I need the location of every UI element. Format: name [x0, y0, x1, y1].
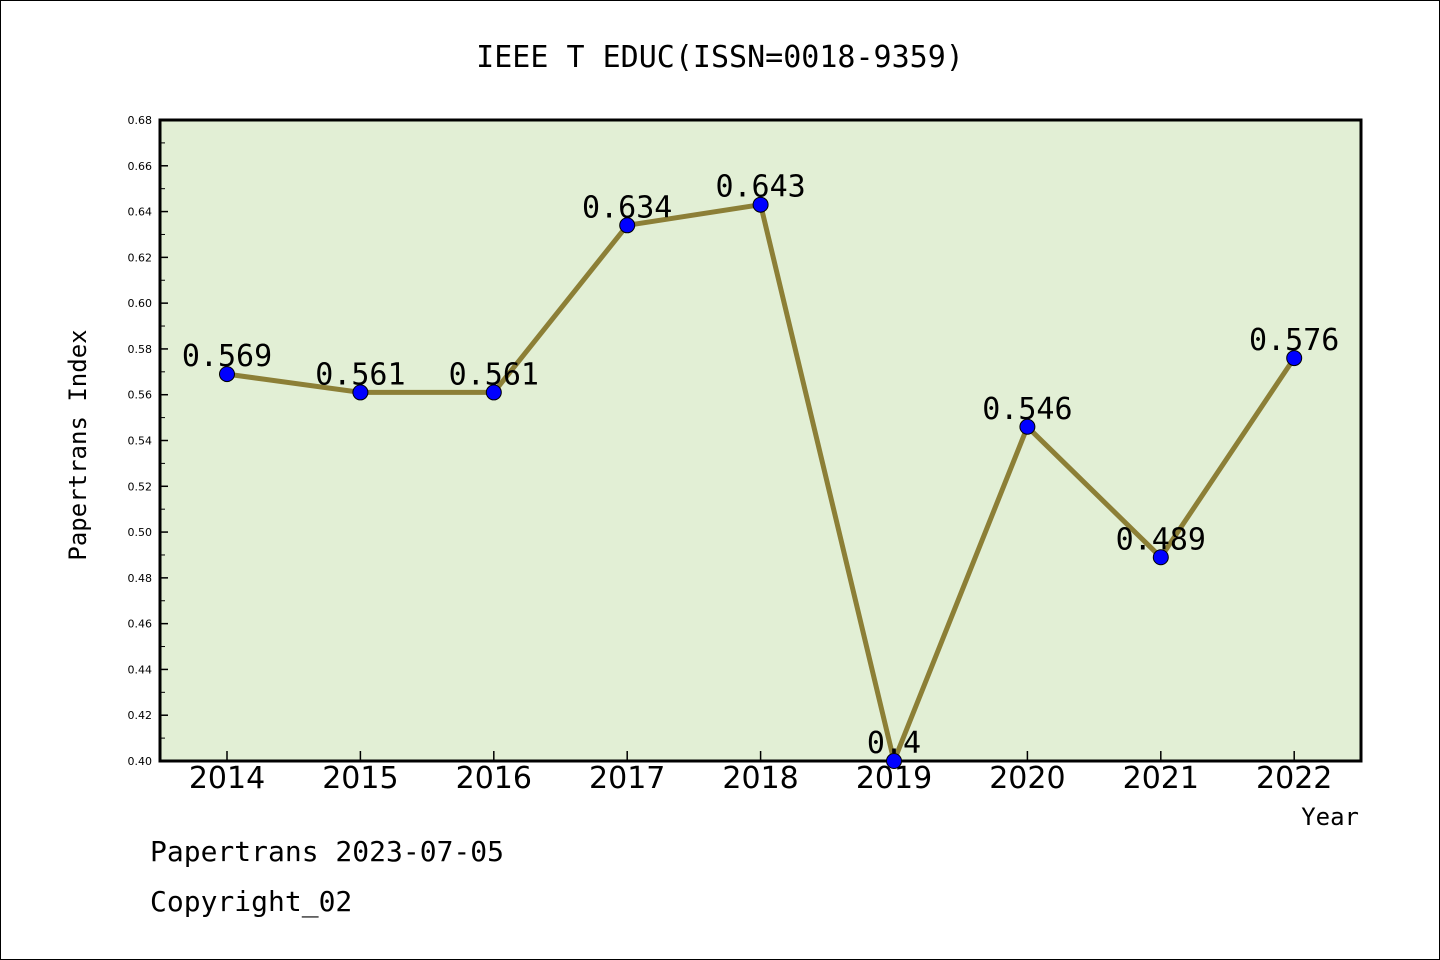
- data-label: 0.561: [449, 357, 539, 392]
- y-tick-label: 0.52: [128, 480, 153, 493]
- y-axis-label: Papertrans Index: [64, 329, 92, 560]
- data-point: [352, 384, 369, 401]
- data-markers: [219, 196, 1303, 769]
- y-tick-label: 0.62: [128, 251, 153, 264]
- y-tick-label: 0.60: [128, 297, 153, 310]
- plot-area: [158, 118, 1363, 763]
- data-point: [619, 217, 636, 234]
- x-tick-label: 2017: [589, 761, 665, 796]
- y-tick-label: 0.46: [128, 618, 153, 631]
- y-tick-label: 0.54: [128, 435, 153, 448]
- data-point: [886, 753, 902, 769]
- y-tick-label: 0.68: [128, 114, 153, 127]
- data-label: 0.576: [1249, 323, 1339, 358]
- y-tick-label: 0.58: [128, 343, 153, 356]
- x-tick-label: 2022: [1256, 761, 1332, 796]
- data-labels: 0.569 0.561 0.561 0.634 0.643 0.4 0.546 0.489 0.…: [182, 170, 1340, 761]
- y-tick-label: 0.40: [128, 755, 153, 768]
- x-tick-label: 2021: [1123, 761, 1199, 796]
- data-point: [1152, 549, 1169, 566]
- data-label: 0.561: [315, 357, 405, 392]
- data-label: 0.489: [1116, 522, 1206, 557]
- footer-date: Papertrans 2023-07-05: [150, 835, 505, 868]
- data-point: [485, 384, 502, 401]
- y-tick-label: 0.56: [128, 389, 153, 402]
- chart-title: IEEE T EDUC(ISSN=0018-9359): [476, 40, 964, 75]
- data-label: 0.546: [982, 392, 1072, 427]
- x-tick-label: 2016: [456, 761, 532, 796]
- x-tick-label: 2020: [989, 761, 1065, 796]
- y-tick-label: 0.50: [128, 526, 153, 539]
- y-axis: 0.40 0.42 0.44 0.46 0.48 0.50 0.52 0.54 0.56 0.58…: [128, 114, 168, 768]
- y-tick-label: 0.42: [128, 709, 153, 722]
- x-tick-label: 2014: [189, 761, 265, 796]
- y-tick-label: 0.44: [128, 663, 153, 676]
- x-axis: 2014 2015 2016 2017 2018 2019 2020 2021 2022: [189, 751, 1332, 796]
- footer-copyright: Copyright_02: [150, 885, 353, 918]
- data-label: 0.569: [182, 339, 272, 374]
- data-label: 0.4: [867, 726, 921, 761]
- y-tick-label: 0.48: [128, 572, 153, 585]
- data-label: 0.643: [715, 170, 805, 205]
- y-tick-label: 0.64: [128, 206, 153, 219]
- x-tick-label: 2015: [322, 761, 398, 796]
- x-tick-label: 2018: [722, 761, 798, 796]
- data-label: 0.634: [582, 190, 672, 225]
- data-point: [1286, 350, 1303, 367]
- y-tick-label: 0.66: [128, 160, 153, 173]
- data-point: [752, 196, 769, 213]
- data-point: [219, 366, 235, 383]
- data-point: [1019, 418, 1036, 435]
- x-axis-label: Year: [1301, 803, 1359, 831]
